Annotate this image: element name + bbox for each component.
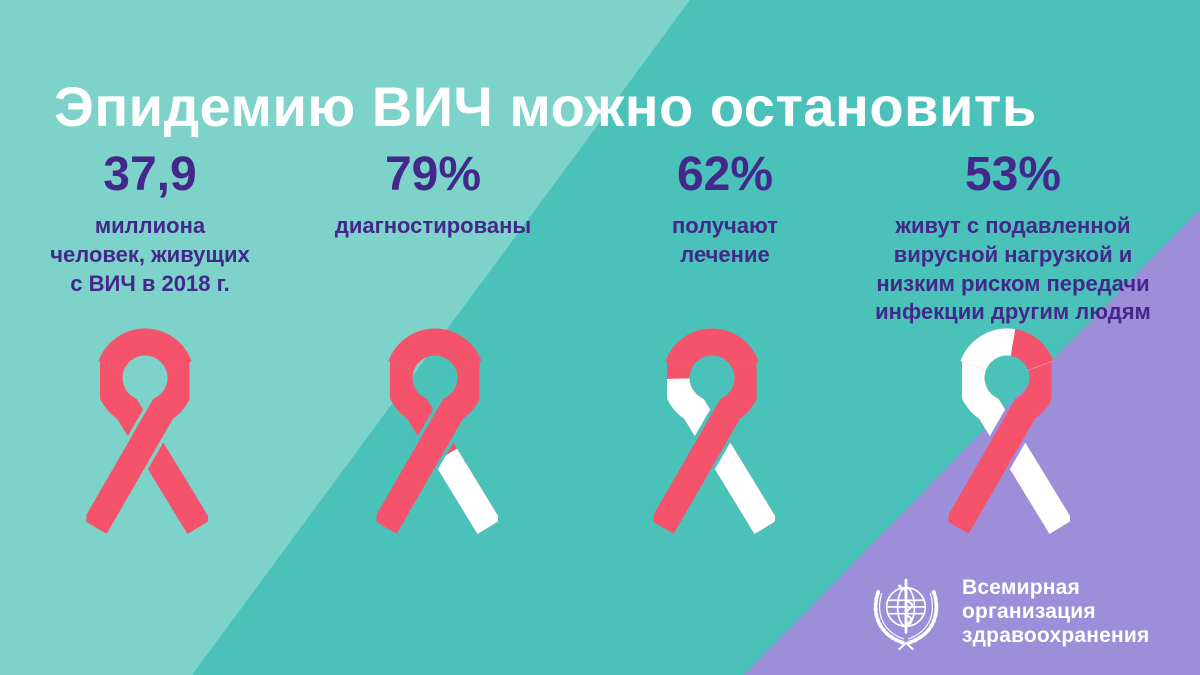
- stat-column-people-living-with-hiv: 37,9 миллиона человек, живущих с ВИЧ в 2…: [18, 148, 282, 298]
- stat-column-on-treatment: 62% получают лечение: [593, 148, 857, 270]
- stat-column-diagnosed: 79% диагностированы: [301, 148, 565, 241]
- stat-label: диагностированы: [334, 213, 532, 239]
- stat-value: 62%: [676, 148, 774, 201]
- awareness-ribbon-icon: [650, 328, 778, 535]
- page-title: Эпидемию ВИЧ можно остановить: [54, 74, 1037, 138]
- awareness-ribbon-icon: [945, 328, 1073, 535]
- stat-column-virally-suppressed: 53% живут с подавленной вирусной нагрузк…: [848, 148, 1178, 327]
- who-emblem-icon: [873, 578, 939, 650]
- awareness-ribbon-icon: [373, 328, 501, 535]
- who-footer: Всемирная организация здравоохранения: [864, 570, 1200, 654]
- stat-value: 53%: [964, 148, 1062, 201]
- stat-label: получают лечение: [671, 213, 779, 267]
- stat-label: живут с подавленной вирусной нагрузкой и…: [875, 213, 1151, 325]
- stat-label: миллиона человек, живущих с ВИЧ в 2018 г…: [50, 213, 250, 296]
- who-org-name: Всемирная организация здравоохранения: [962, 575, 1150, 648]
- stat-value: 37,9: [103, 148, 197, 201]
- awareness-ribbon-icon: [83, 328, 211, 535]
- stat-value: 79%: [384, 148, 482, 201]
